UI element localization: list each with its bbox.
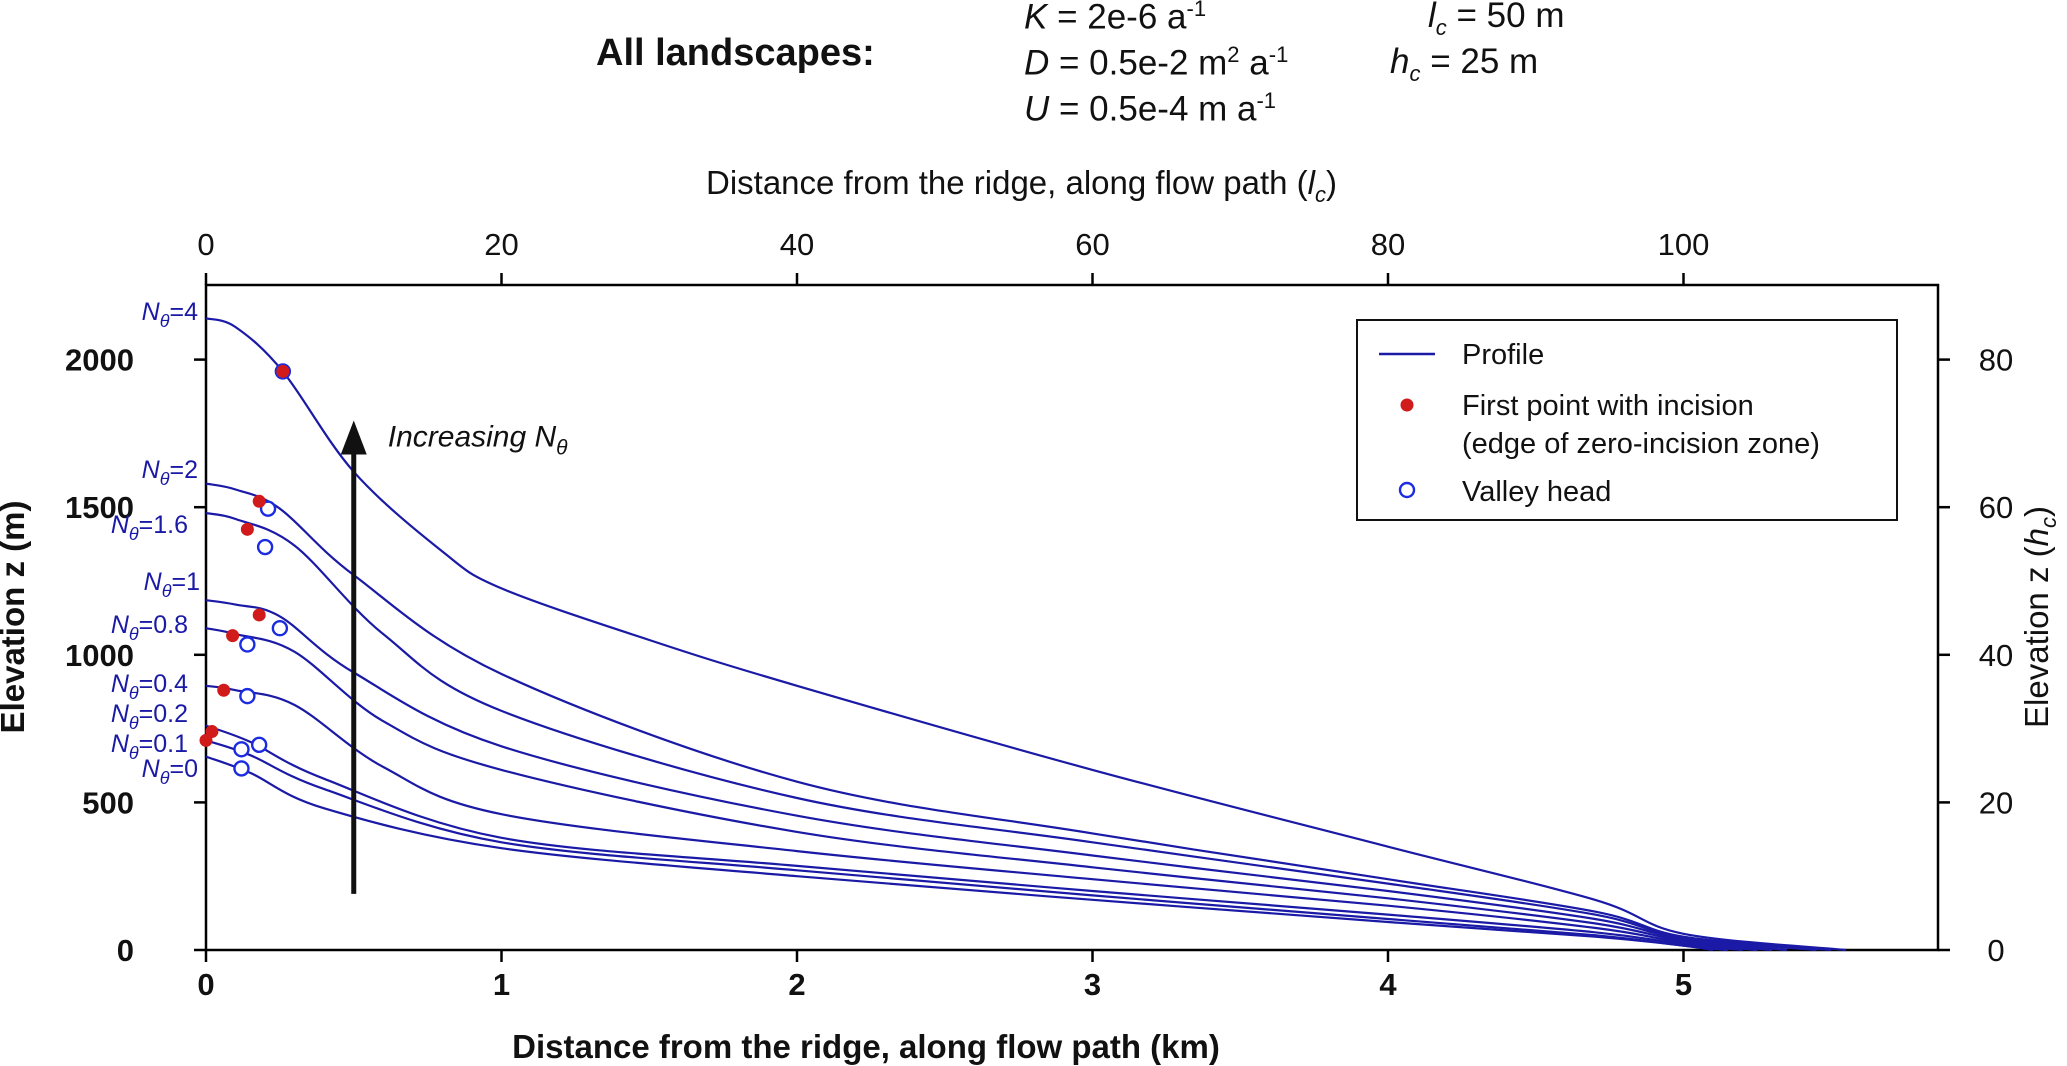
x-tick-label: 3 <box>1084 967 1101 1002</box>
series-label: Nθ=2 <box>142 456 198 489</box>
valley-head-marker <box>250 736 268 754</box>
profile-line <box>205 599 1788 952</box>
x-tick-label: 2 <box>788 967 805 1002</box>
y-tick-label: 2000 <box>65 343 134 378</box>
legend-valley-swatch <box>1398 481 1416 499</box>
valley-head-marker <box>239 687 256 705</box>
legend-incision-label: First point with incision <box>1462 390 1754 422</box>
increasing-annotation: Increasing Nθ <box>340 420 568 894</box>
plot-frame <box>204 283 1940 952</box>
profile-line <box>205 739 1728 952</box>
series-label: Nθ=0.4 <box>111 670 188 703</box>
profile-line <box>205 755 1714 952</box>
y2-tick-label: 20 <box>1979 785 2013 820</box>
x2-tick-label: 0 <box>197 227 214 262</box>
series-label: Nθ=0 <box>142 755 198 788</box>
x-tick-label: 1 <box>493 967 510 1002</box>
y2-axis-label: Elevation z (hc) <box>2018 506 2061 728</box>
legend-profile-label: Profile <box>1462 339 1544 371</box>
valley-head-marker <box>233 760 250 777</box>
valley-head-marker <box>256 538 274 556</box>
y-tick-label: 0 <box>117 933 134 968</box>
profile-line <box>205 724 1743 952</box>
incision-point-marker <box>252 608 266 622</box>
x-tick-label: 5 <box>1675 967 1692 1002</box>
x2-tick-label: 80 <box>1371 227 1405 262</box>
param-U: U = 0.5e-4 m a-1 <box>1024 88 1277 129</box>
incision-point-marker <box>252 494 266 508</box>
legend-incision-swatch <box>1400 398 1414 412</box>
series-label: Nθ=0.1 <box>111 730 188 763</box>
valley-head-marker <box>271 620 289 637</box>
x2-tick-label: 40 <box>780 227 814 262</box>
y2-tick-label: 0 <box>1987 933 2004 968</box>
incision-point-marker <box>240 522 254 536</box>
series-label: Nθ=0.2 <box>111 700 188 733</box>
x2-axis-label: Distance from the ridge, along flow path… <box>706 164 1337 207</box>
y-tick-label: 500 <box>82 785 134 820</box>
legend-incision-label-2: (edge of zero-incision zone) <box>1462 428 1820 460</box>
series-labels: Nθ=0Nθ=0.1Nθ=0.2Nθ=0.4 Nθ=0.8 Nθ=1 Nθ=1.6 Nθ… <box>111 298 200 788</box>
valley-head-marker <box>239 636 256 653</box>
y-tick-label: 1500 <box>65 490 134 525</box>
y2-tick-label: 60 <box>1979 490 2013 525</box>
series-label: Nθ=4 <box>142 298 198 331</box>
valley-head-marker <box>233 741 250 758</box>
profile-line <box>205 627 1773 952</box>
y-tick-label: 1000 <box>65 638 134 673</box>
incision-point-marker <box>226 629 240 643</box>
x2-tick-label: 60 <box>1075 227 1109 262</box>
y2-tick-label: 40 <box>1979 638 2013 673</box>
profile-line <box>205 317 1847 952</box>
param-D: D = 0.5e-2 m2 a-1 <box>1024 42 1289 83</box>
x-tick-label: 0 <box>197 967 214 1002</box>
x-axis-label: Distance from the ridge, along flow path… <box>512 1028 1220 1065</box>
legend-box <box>1356 319 1898 521</box>
legend-valley-label: Valley head <box>1462 476 1611 508</box>
incision-point-marker <box>217 683 231 697</box>
profile-markers <box>199 363 292 777</box>
y-axis-label: Elevation z (m) <box>0 501 31 734</box>
annotation-arrow-head <box>340 420 367 455</box>
x2-tick-label: 100 <box>1658 227 1710 262</box>
x2-tick-label: 20 <box>484 227 518 262</box>
header-title: All landscapes: <box>596 32 875 74</box>
series-label: Nθ=0.8 <box>111 611 188 644</box>
incision-point-marker <box>205 725 219 739</box>
series-label: Nθ=1 <box>144 568 200 601</box>
profile-series <box>205 317 1847 952</box>
profile-line <box>205 482 1832 952</box>
param-lc: lc = 50 m <box>1428 0 1565 40</box>
y2-tick-label: 80 <box>1979 343 2013 378</box>
valley-head-marker <box>259 500 277 517</box>
x-tick-label: 4 <box>1379 967 1397 1002</box>
profile-line <box>205 512 1817 952</box>
series-label: Nθ=1.6 <box>111 511 188 544</box>
param-hc: hc = 25 m <box>1390 42 1539 86</box>
legend: Profile First point with incision (edge of… <box>1356 319 1898 521</box>
incision-point-marker <box>276 364 290 378</box>
profile-line <box>205 684 1758 952</box>
param-K: K = 2e-6 a-1 <box>1024 0 1207 37</box>
annotation-text: Increasing Nθ <box>388 421 568 460</box>
